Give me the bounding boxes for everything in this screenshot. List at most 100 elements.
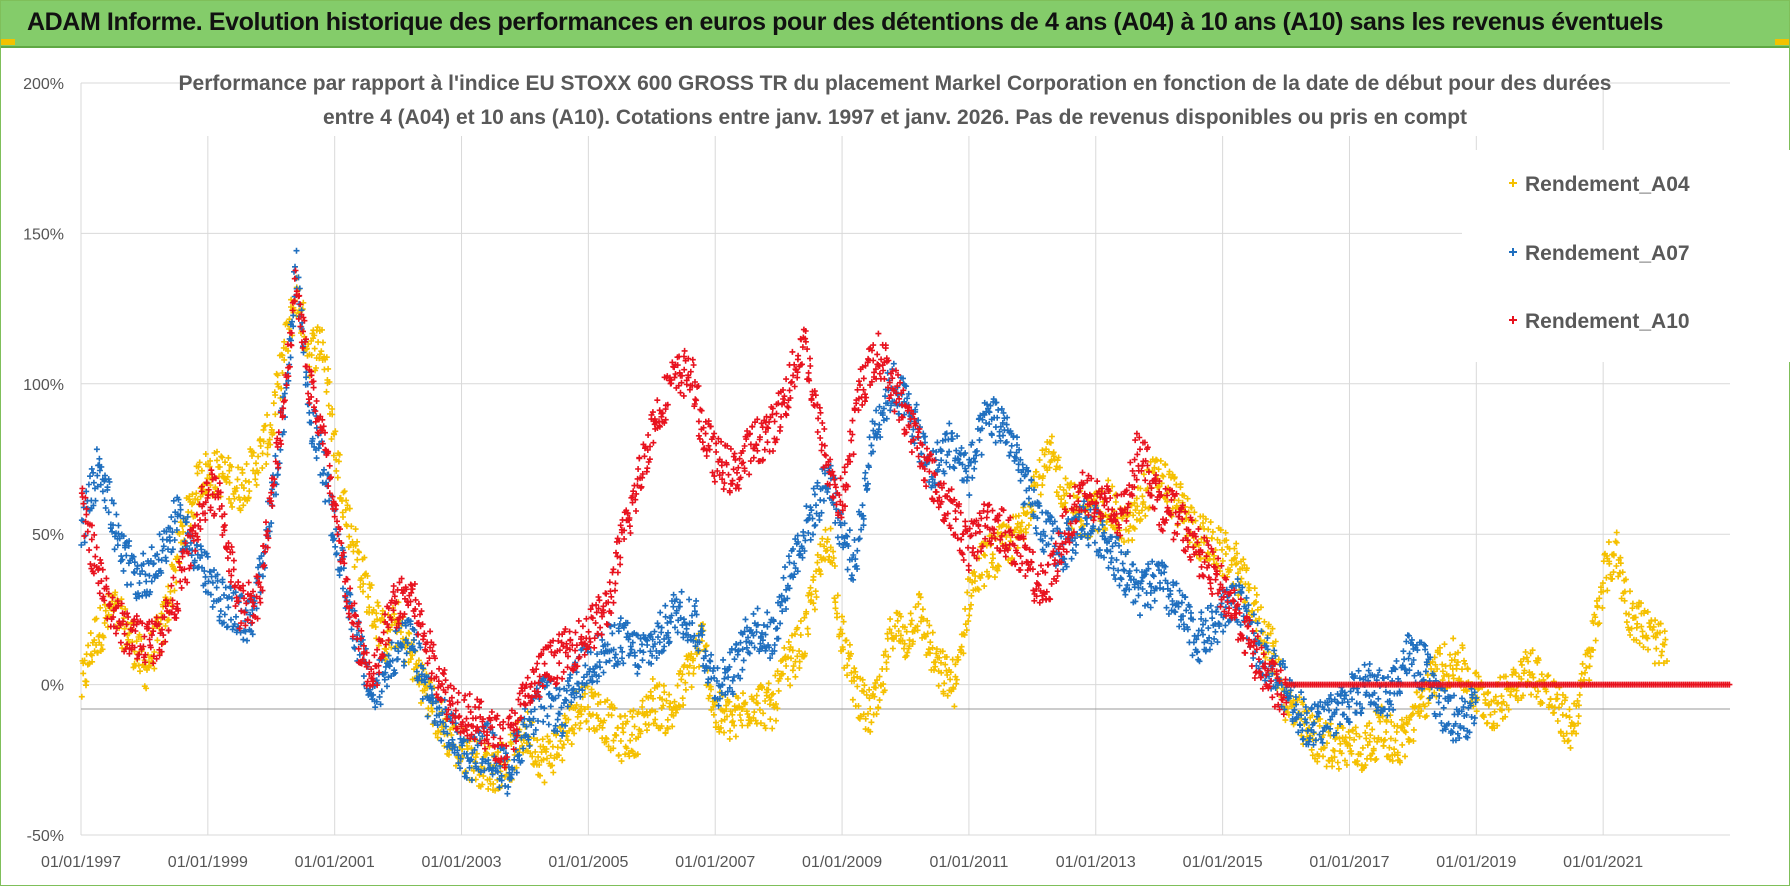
point-a04: [1347, 742, 1353, 749]
point-a04: [1576, 691, 1583, 698]
point-a07: [131, 569, 138, 576]
point-a07: [139, 568, 146, 575]
point-a07: [440, 719, 447, 726]
point-a04: [391, 611, 398, 618]
point-a10: [245, 579, 252, 586]
point-a04: [1270, 642, 1277, 649]
point-a04: [873, 711, 880, 718]
point-a04: [1242, 598, 1249, 604]
point-a07: [523, 723, 530, 730]
point-a04: [731, 722, 738, 729]
point-a04: [1529, 647, 1536, 654]
point-a07: [216, 613, 223, 620]
point-a04: [803, 608, 810, 615]
point-a04: [1243, 565, 1250, 572]
point-a04: [352, 526, 359, 533]
point-a07: [311, 443, 318, 450]
point-a04: [1459, 645, 1466, 651]
point-a04: [1233, 540, 1240, 547]
point-a04: [1416, 703, 1423, 710]
point-a04: [259, 450, 266, 457]
point-a07: [670, 603, 677, 610]
point-a07: [611, 654, 618, 661]
point-a07: [525, 736, 532, 743]
point-a10: [257, 599, 264, 606]
point-a07: [552, 695, 559, 702]
point-a07: [274, 471, 281, 478]
point-a04: [331, 431, 338, 438]
point-a04: [1121, 539, 1127, 545]
point-a04: [1638, 600, 1644, 607]
point-a04: [1556, 704, 1562, 711]
point-a07: [971, 465, 978, 472]
point-a07: [347, 591, 354, 598]
point-a04: [1573, 730, 1580, 737]
point-a04: [1578, 670, 1585, 677]
point-a07: [1326, 707, 1332, 714]
point-a07: [404, 640, 411, 647]
point-a04: [190, 499, 196, 506]
point-a04: [1366, 738, 1373, 745]
point-a07: [634, 632, 641, 639]
point-a07: [754, 605, 761, 612]
point-a07: [544, 679, 551, 686]
point-a04: [1544, 673, 1551, 680]
point-a04: [508, 741, 515, 747]
point-a04: [1451, 656, 1458, 663]
point-a04: [581, 690, 588, 697]
point-a07: [737, 675, 744, 682]
point-a07: [83, 488, 90, 495]
point-a07: [468, 777, 475, 784]
point-a07: [1358, 710, 1365, 717]
point-a04: [91, 637, 98, 644]
point-a04: [1584, 650, 1591, 657]
point-a04: [907, 621, 914, 628]
point-a04: [1473, 708, 1480, 715]
point-a04: [1219, 557, 1226, 564]
point-a04: [486, 776, 493, 783]
point-a04: [198, 467, 205, 474]
point-a04: [1635, 603, 1642, 610]
point-a04: [1418, 693, 1425, 700]
point-a07: [1271, 647, 1278, 654]
point-a10: [411, 613, 418, 620]
point-a04: [1439, 668, 1446, 675]
point-a04: [1309, 752, 1316, 759]
point-a04: [1498, 693, 1505, 700]
point-a04: [1047, 439, 1054, 446]
point-a04: [227, 500, 234, 506]
point-a04: [773, 701, 779, 707]
point-a04: [608, 712, 615, 719]
point-a04: [434, 734, 441, 741]
point-a04: [97, 604, 104, 611]
point-a04: [112, 589, 119, 596]
point-a04: [759, 683, 766, 690]
point-a04: [892, 623, 898, 630]
point-a07: [331, 535, 338, 542]
point-a07: [99, 488, 106, 495]
point-a04: [323, 388, 330, 395]
point-a07: [807, 504, 814, 511]
point-a04: [550, 769, 557, 776]
point-a07: [726, 663, 733, 670]
point-a07: [123, 552, 130, 559]
point-a04: [834, 614, 840, 621]
point-a04: [682, 686, 689, 693]
point-a04: [852, 668, 859, 675]
point-a04: [1219, 546, 1225, 553]
point-a04: [876, 673, 883, 680]
point-a04: [779, 670, 786, 677]
point-a04: [889, 645, 896, 652]
point-a04: [1590, 620, 1597, 627]
point-a04: [1523, 654, 1530, 661]
point-a04: [1434, 666, 1441, 672]
point-a07: [764, 609, 771, 616]
point-a04: [202, 451, 209, 457]
point-a04: [765, 680, 772, 687]
point-a04: [1053, 463, 1060, 470]
point-a04: [179, 522, 186, 529]
point-a07: [594, 651, 601, 658]
point-a04: [663, 697, 670, 704]
point-a07: [356, 651, 363, 658]
point-a04: [1066, 484, 1073, 491]
